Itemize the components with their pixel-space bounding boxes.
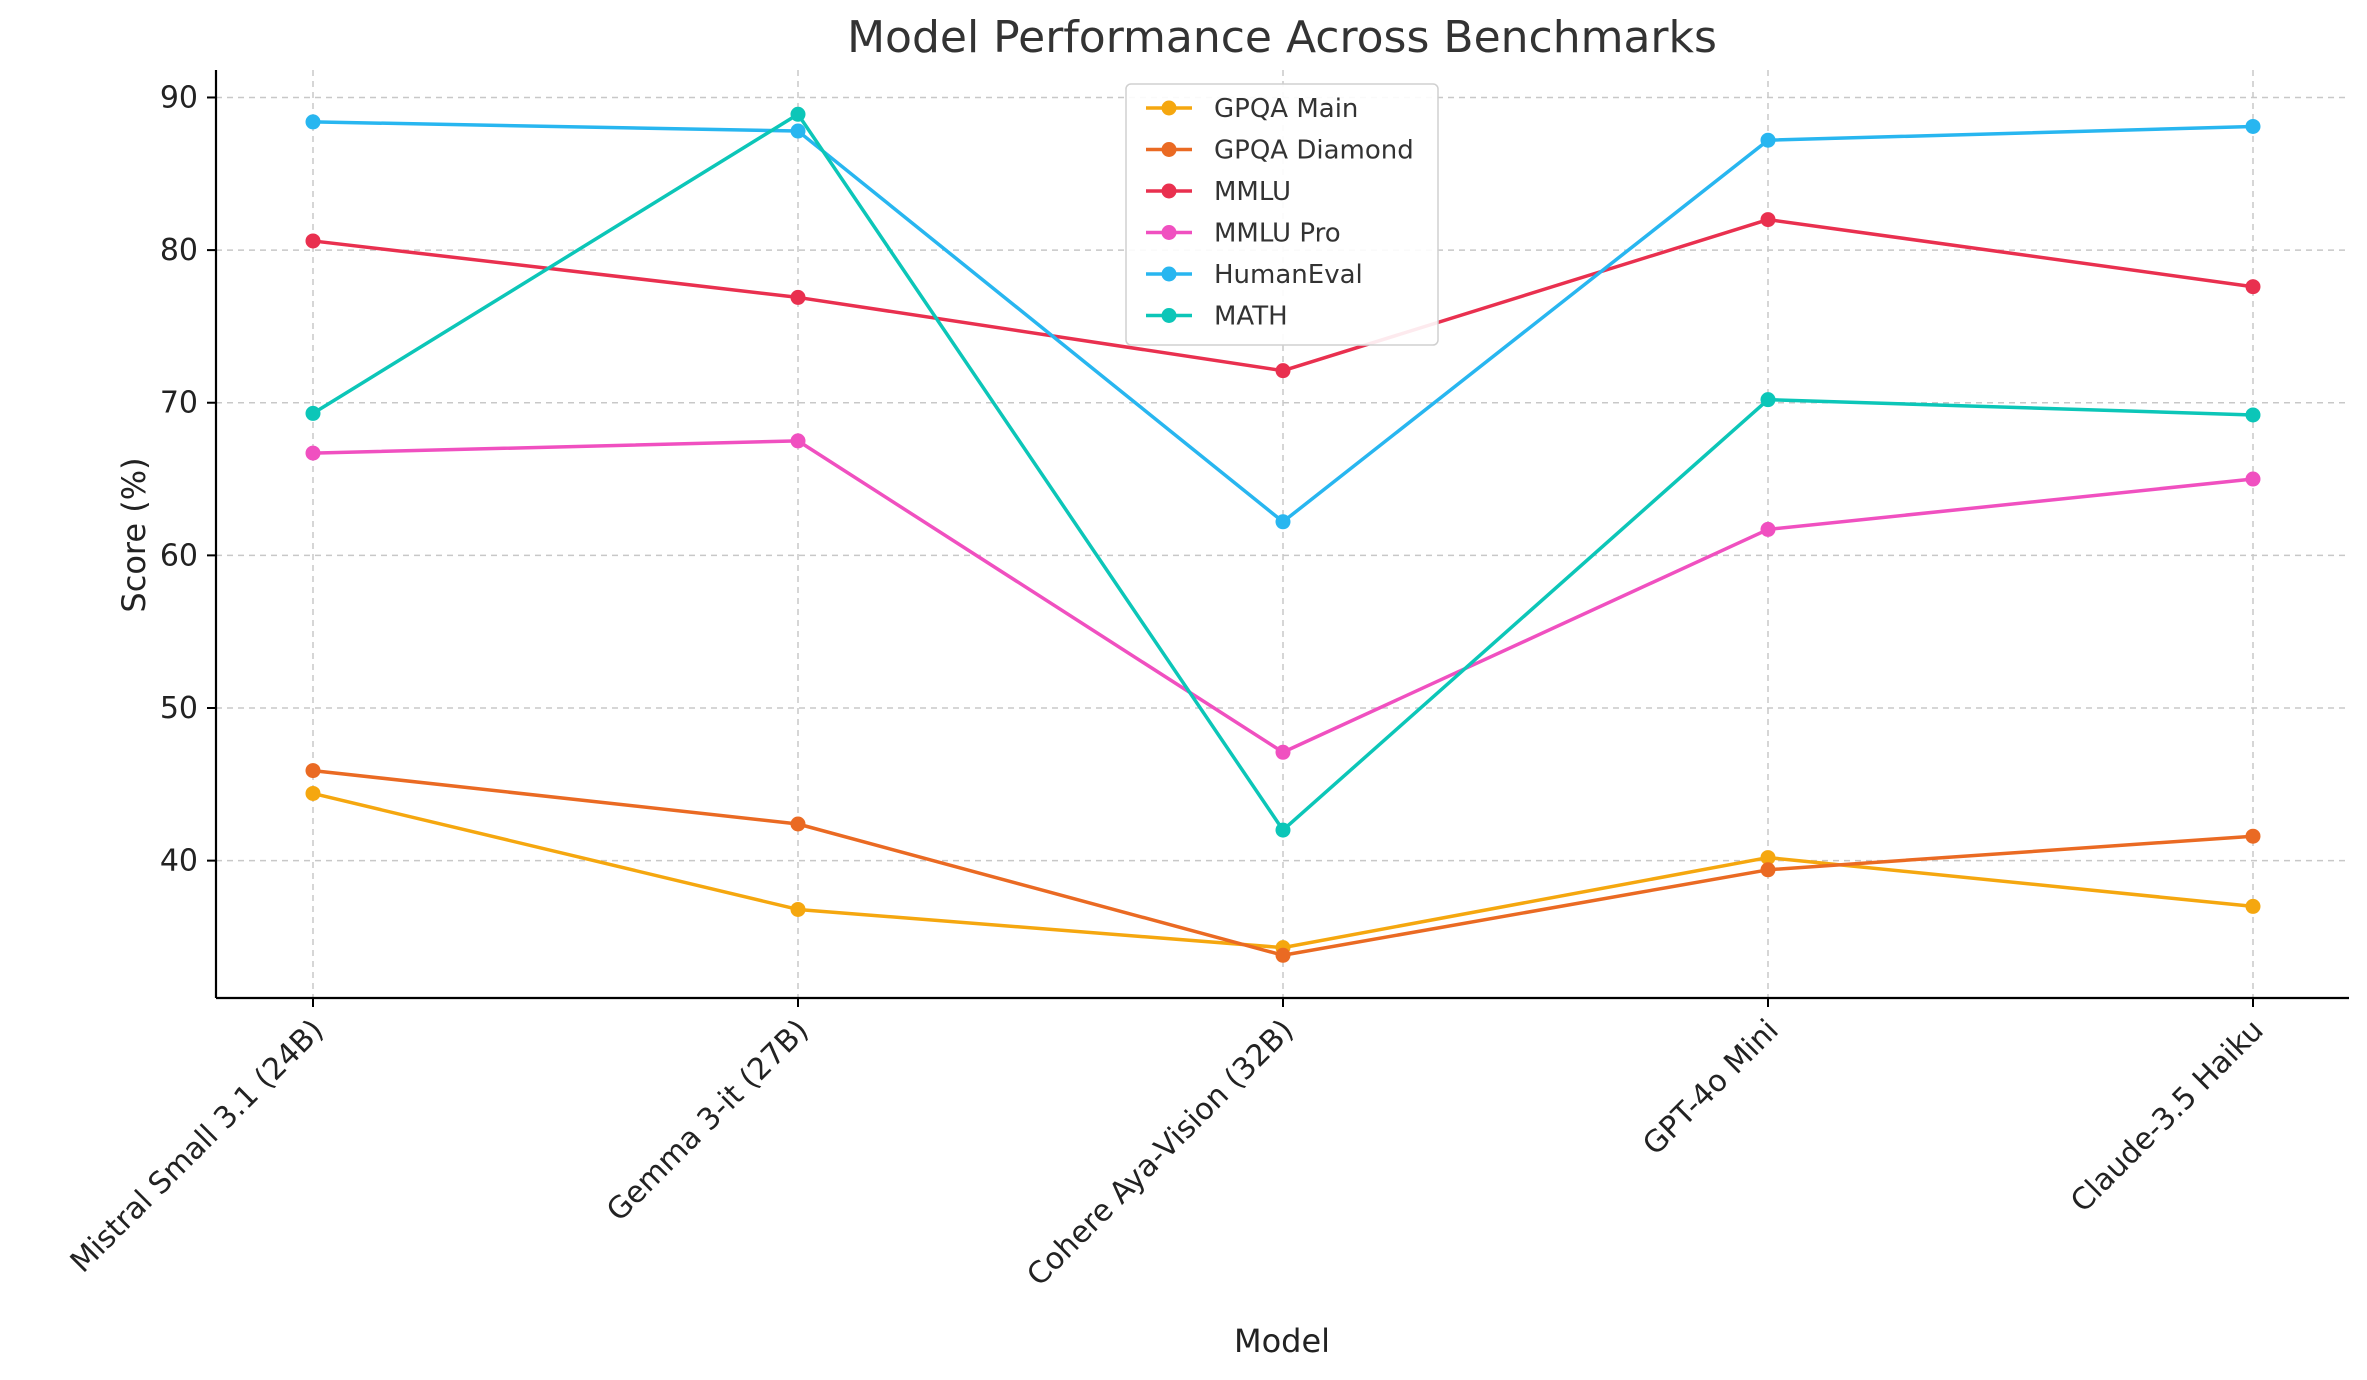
legend-marker [1161, 142, 1177, 157]
data-point [1275, 947, 1291, 963]
legend-entry: MMLU Pro [1146, 219, 1341, 249]
series-0 [305, 785, 2261, 956]
data-point [790, 816, 806, 832]
data-point [1275, 744, 1291, 760]
legend-entry: GPQA Diamond [1146, 136, 1414, 166]
data-point [2245, 279, 2261, 295]
series-2 [305, 212, 2261, 379]
data-point [1275, 514, 1291, 530]
legend-label: GPQA Main [1214, 94, 1358, 124]
y-tick-label: 60 [160, 538, 198, 573]
y-axis-label: Score (%) [115, 457, 153, 612]
data-point [1760, 212, 1776, 228]
legend-marker [1161, 308, 1177, 323]
data-point [2245, 407, 2261, 423]
y-tick-label: 50 [160, 691, 198, 726]
y-tick-label: 40 [160, 844, 198, 879]
series-1 [305, 763, 2261, 963]
y-tick-label: 70 [160, 386, 198, 421]
legend: GPQA Main GPQA Diamond MMLU MMLU Pro HumanEv… [1125, 83, 1439, 346]
data-point [305, 405, 321, 421]
legend-label: HumanEval [1214, 260, 1363, 290]
data-point [1760, 392, 1776, 408]
legend-marker [1161, 266, 1177, 282]
data-point [790, 106, 806, 122]
data-point [2245, 471, 2261, 487]
data-point [305, 763, 321, 779]
data-point [790, 433, 806, 449]
data-point [1760, 521, 1776, 537]
data-point [2245, 898, 2261, 914]
data-point [305, 233, 321, 249]
data-point [2245, 118, 2261, 134]
chart-title: Model Performance Across Benchmarks [847, 12, 1717, 63]
legend-marker [1161, 225, 1177, 240]
data-point [2245, 828, 2261, 844]
series-3 [305, 433, 2261, 760]
legend-entry: MMLU [1146, 177, 1291, 207]
legend-entry: HumanEval [1146, 260, 1363, 290]
legend-marker [1161, 183, 1177, 199]
legend-label: GPQA Diamond [1214, 136, 1414, 166]
legend-label: MMLU Pro [1214, 219, 1341, 249]
legend-label: MATH [1214, 302, 1288, 332]
legend-entry: MATH [1146, 302, 1288, 332]
series-4 [305, 114, 2261, 530]
data-point [305, 785, 321, 801]
data-point [305, 114, 321, 130]
data-point [1760, 850, 1776, 866]
legend-label: MMLU [1214, 177, 1291, 207]
y-tick-label: 80 [160, 233, 198, 268]
legend-entry: GPQA Main [1146, 94, 1358, 124]
data-point [1275, 822, 1291, 838]
data-point [790, 123, 806, 139]
data-point [1760, 132, 1776, 148]
data-point [1760, 862, 1776, 878]
data-point [1275, 363, 1291, 379]
series-5 [305, 106, 2261, 838]
data-point [790, 289, 806, 305]
data-point [790, 901, 806, 917]
legend-marker [1161, 100, 1177, 116]
series-layer [305, 106, 2261, 963]
data-point [305, 445, 321, 461]
y-tick-label: 90 [160, 80, 198, 115]
legend-frame [1125, 83, 1439, 346]
x-axis-label: Model [1234, 1322, 1330, 1360]
